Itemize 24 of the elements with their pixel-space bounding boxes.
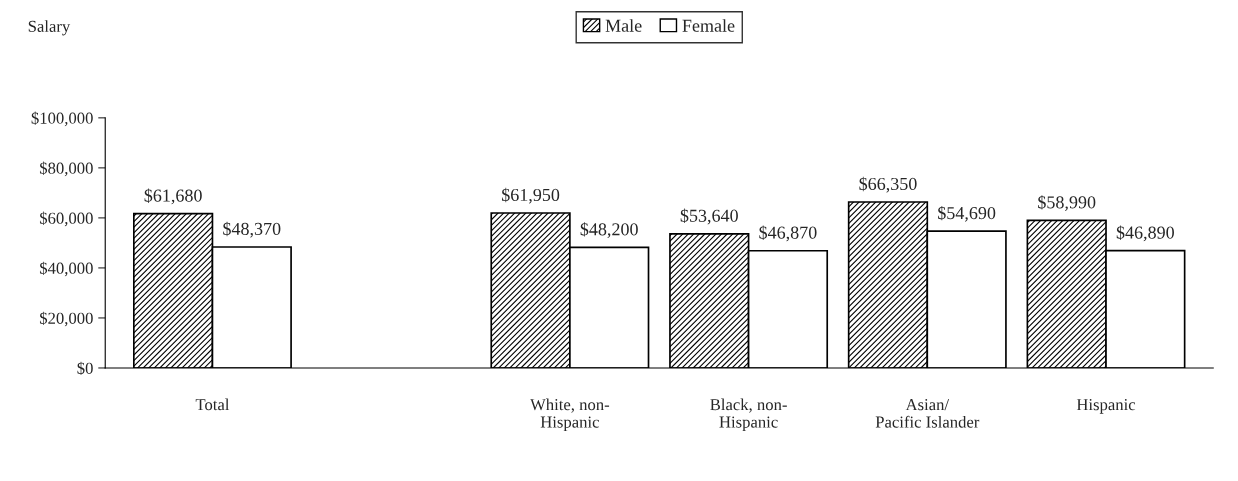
data-label: $48,370 [223,221,281,238]
y-tick-label: $60,000 [39,211,93,227]
y-tick-label: $20,000 [39,311,93,327]
data-label: $46,890 [1116,225,1174,242]
y-tick-label: $100,000 [31,111,93,127]
x-tick-label: Hispanic [1076,399,1136,414]
y-tick-label: $80,000 [39,161,93,177]
y-tick-label: $0 [77,361,93,376]
data-label: $58,990 [1038,195,1096,212]
data-label: $61,950 [502,187,560,204]
data-label: $46,870 [759,225,817,242]
legend-label: Male [605,19,642,32]
data-label: $66,350 [859,176,917,193]
x-tick-label: Asian/ Pacific Islander [875,399,980,428]
y-axis-title: Salary [28,20,71,36]
data-label: $48,200 [580,222,638,238]
y-tick-label: $40,000 [39,261,93,277]
x-tick-label: Total [195,398,230,411]
data-label: $54,690 [938,205,996,222]
legend-label: Female [682,19,735,32]
x-tick-label: White, non- Hispanic [530,398,610,432]
data-label: $53,640 [680,208,738,225]
x-tick-label: Black, non- Hispanic [710,398,787,432]
data-label: $61,680 [144,188,202,205]
